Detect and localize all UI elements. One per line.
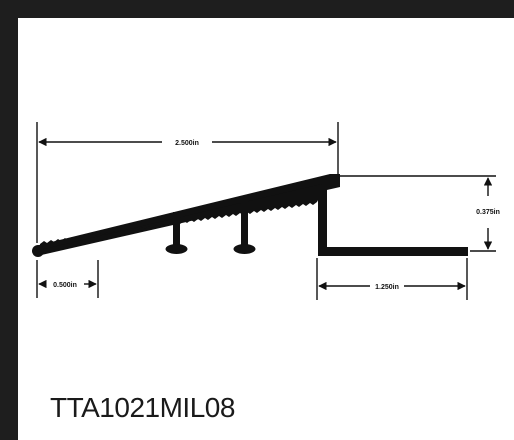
product-code: TTA1021MIL08	[50, 392, 235, 423]
ramp-profile	[32, 174, 468, 257]
serration-teeth	[40, 178, 330, 250]
extension-lines	[36, 122, 496, 300]
overall-length-label: 2.500in	[175, 140, 199, 147]
dimension-lines	[38, 137, 493, 291]
drawing-panel	[18, 18, 514, 440]
nose-width-label: 0.500in	[53, 282, 77, 289]
leg-length-label: 1.250in	[375, 284, 399, 291]
height-label: 0.375in	[476, 209, 500, 216]
